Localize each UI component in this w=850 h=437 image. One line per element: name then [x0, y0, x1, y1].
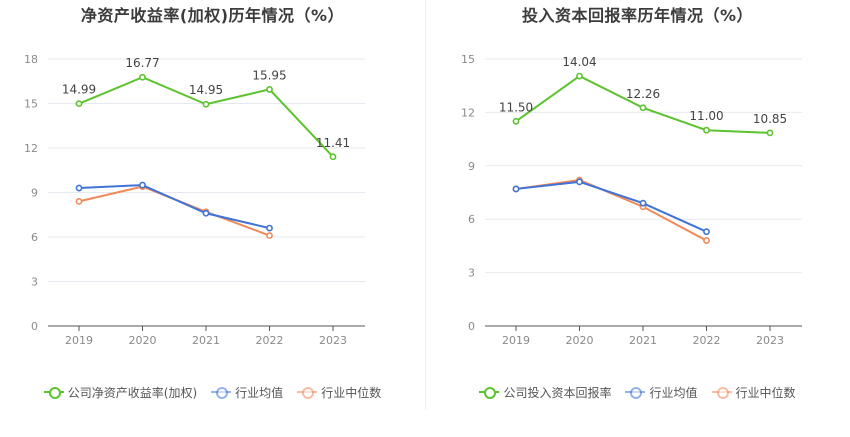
y-tick-label: 12	[24, 142, 38, 155]
x-tick-label: 2020	[566, 334, 594, 347]
y-tick-label: 18	[24, 53, 38, 66]
y-tick-label: 6	[468, 213, 475, 226]
series-line	[515, 180, 707, 233]
data-point	[75, 197, 83, 205]
legend-label: 行业均值	[235, 385, 284, 400]
y-tick-label: 3	[468, 267, 475, 280]
chart-title: 净资产收益率(加权)历年情况（%）	[80, 6, 345, 25]
chart-title: 投入资本回报率历年情况（%）	[521, 6, 754, 25]
y-tick-label: 15	[24, 98, 38, 111]
x-tick-label: 2020	[129, 334, 157, 347]
data-point	[512, 185, 520, 193]
data-label: 11.00	[689, 109, 723, 123]
data-point	[266, 232, 273, 239]
data-point	[576, 178, 583, 186]
chart-legend: 公司投入资本回报率 行业均值 行业中位数	[425, 382, 850, 402]
y-tick-label: 0	[468, 320, 475, 333]
x-tick-label: 2019	[502, 334, 530, 347]
data-point	[266, 86, 273, 93]
x-tick-label: 2021	[629, 334, 657, 347]
legend-swatch-icon	[211, 386, 232, 399]
legend-item[interactable]: 公司净资产收益率(加权)	[43, 384, 198, 401]
legend-swatch-icon	[711, 386, 732, 399]
x-tick-label: 2023	[319, 334, 347, 347]
data-point	[512, 117, 520, 125]
roe-chart-panel: 净资产收益率(加权)历年情况（%） 0 3 6 9 12 15 18 2019 2020 2021…	[0, 6, 425, 402]
y-tick-label: 3	[31, 276, 38, 289]
data-point	[329, 153, 337, 161]
x-tick-label: 2021	[192, 334, 220, 347]
legend-label: 行业中位数	[321, 385, 382, 400]
data-point	[576, 72, 583, 80]
data-point	[639, 199, 647, 207]
data-point	[703, 126, 710, 134]
legend-swatch-icon	[43, 386, 64, 399]
roe-line-chart: 0 3 6 9 12 15 18 2019 2020 2021 2022 2023 14.99 16.77…	[24, 53, 365, 347]
chart-legend: 公司净资产收益率(加权) 行业均值 行业中位数	[0, 382, 425, 402]
x-tick-label: 2022	[693, 334, 721, 347]
x-tick-label: 2022	[256, 334, 284, 347]
data-point	[202, 209, 210, 217]
x-tick-label: 2019	[65, 334, 93, 347]
legend-item[interactable]: 行业均值	[625, 384, 698, 401]
roic-line-chart: 0 3 6 9 12 15 2019 2020 2021 2022 2023 11.50 14.04 12…	[461, 53, 802, 347]
legend-item[interactable]: 行业中位数	[297, 384, 381, 401]
data-label: 12.26	[626, 87, 660, 101]
data-label: 14.95	[189, 83, 223, 97]
legend-label: 公司净资产收益率(加权)	[67, 385, 198, 400]
legend-item[interactable]: 行业均值	[211, 384, 283, 401]
data-point	[766, 129, 774, 137]
y-tick-label: 9	[31, 187, 38, 200]
series-line	[515, 179, 707, 242]
x-tick-label: 2023	[756, 334, 784, 347]
y-tick-label: 9	[468, 160, 475, 173]
y-tick-label: 12	[461, 106, 475, 119]
legend-swatch-icon	[479, 386, 500, 399]
legend-swatch-icon	[297, 386, 318, 399]
data-point	[139, 181, 146, 189]
data-label: 15.95	[252, 68, 286, 82]
panel-divider	[425, 0, 426, 410]
data-point	[75, 100, 83, 108]
data-label: 10.85	[753, 112, 787, 126]
data-point	[139, 73, 146, 81]
data-label: 11.50	[499, 100, 533, 114]
data-point	[75, 184, 83, 192]
y-tick-label: 15	[461, 53, 475, 66]
data-point	[703, 237, 710, 244]
data-point	[639, 104, 647, 112]
data-label: 11.41	[316, 136, 350, 150]
y-tick-label: 0	[31, 320, 38, 333]
data-label: 14.04	[562, 55, 596, 69]
legend-label: 公司投入资本回报率	[503, 385, 612, 400]
series-line	[78, 184, 270, 230]
legend-label: 行业中位数	[735, 385, 796, 400]
legend-item[interactable]: 行业中位数	[711, 384, 796, 401]
roic-chart-panel: 投入资本回报率历年情况（%） 0 3 6 9 12 15 2019 2020 2021 2022 2…	[425, 0, 850, 437]
data-point	[266, 224, 273, 232]
series-line	[78, 185, 270, 237]
legend-item[interactable]: 公司投入资本回报率	[479, 384, 611, 401]
legend-swatch-icon	[625, 386, 646, 399]
legend-label: 行业均值	[649, 385, 698, 400]
y-tick-label: 6	[31, 231, 38, 244]
data-point	[703, 228, 710, 236]
data-label: 16.77	[125, 56, 159, 70]
data-point	[202, 100, 210, 108]
data-label: 14.99	[62, 83, 96, 97]
